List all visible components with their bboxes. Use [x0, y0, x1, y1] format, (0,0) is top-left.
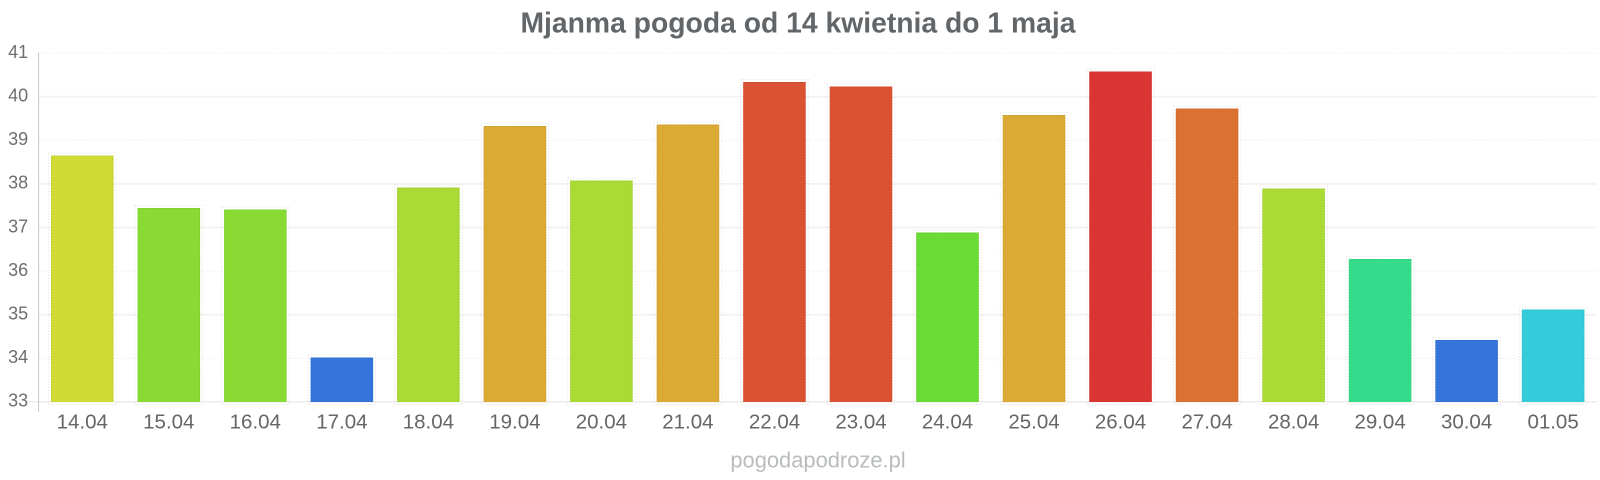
svg-text:23.04: 23.04	[835, 411, 886, 434]
svg-text:19.04: 19.04	[489, 411, 540, 434]
svg-text:41: 41	[8, 42, 28, 62]
svg-text:21.04: 21.04	[662, 411, 713, 434]
svg-text:17.04: 17.04	[316, 411, 367, 434]
svg-text:34: 34	[8, 347, 28, 367]
svg-text:22.04: 22.04	[749, 411, 800, 434]
svg-text:28.04: 28.04	[1268, 411, 1319, 434]
svg-text:36: 36	[8, 260, 28, 280]
svg-text:38: 38	[8, 173, 28, 193]
svg-text:33: 33	[8, 391, 28, 411]
svg-text:01.05: 01.05	[1527, 411, 1578, 434]
svg-text:18.04: 18.04	[403, 411, 454, 434]
svg-text:24.04: 24.04	[922, 411, 973, 434]
svg-text:37: 37	[8, 216, 28, 236]
svg-text:29.04: 29.04	[1354, 411, 1405, 434]
svg-text:40: 40	[8, 86, 28, 106]
svg-text:16.04: 16.04	[230, 411, 281, 434]
svg-text:20.04: 20.04	[576, 411, 627, 434]
svg-text:15.04: 15.04	[143, 411, 194, 434]
svg-text:Mjanma pogoda od 14 kwietnia d: Mjanma pogoda od 14 kwietnia do 1 maja	[520, 7, 1075, 39]
svg-text:27.04: 27.04	[1181, 411, 1232, 434]
svg-text:30.04: 30.04	[1441, 411, 1492, 434]
svg-text:pogodapodroze.pl: pogodapodroze.pl	[730, 448, 905, 473]
svg-text:39: 39	[8, 129, 28, 149]
svg-text:35: 35	[8, 304, 28, 324]
svg-text:14.04: 14.04	[57, 411, 108, 434]
svg-text:25.04: 25.04	[1008, 411, 1059, 434]
svg-text:26.04: 26.04	[1095, 411, 1146, 434]
